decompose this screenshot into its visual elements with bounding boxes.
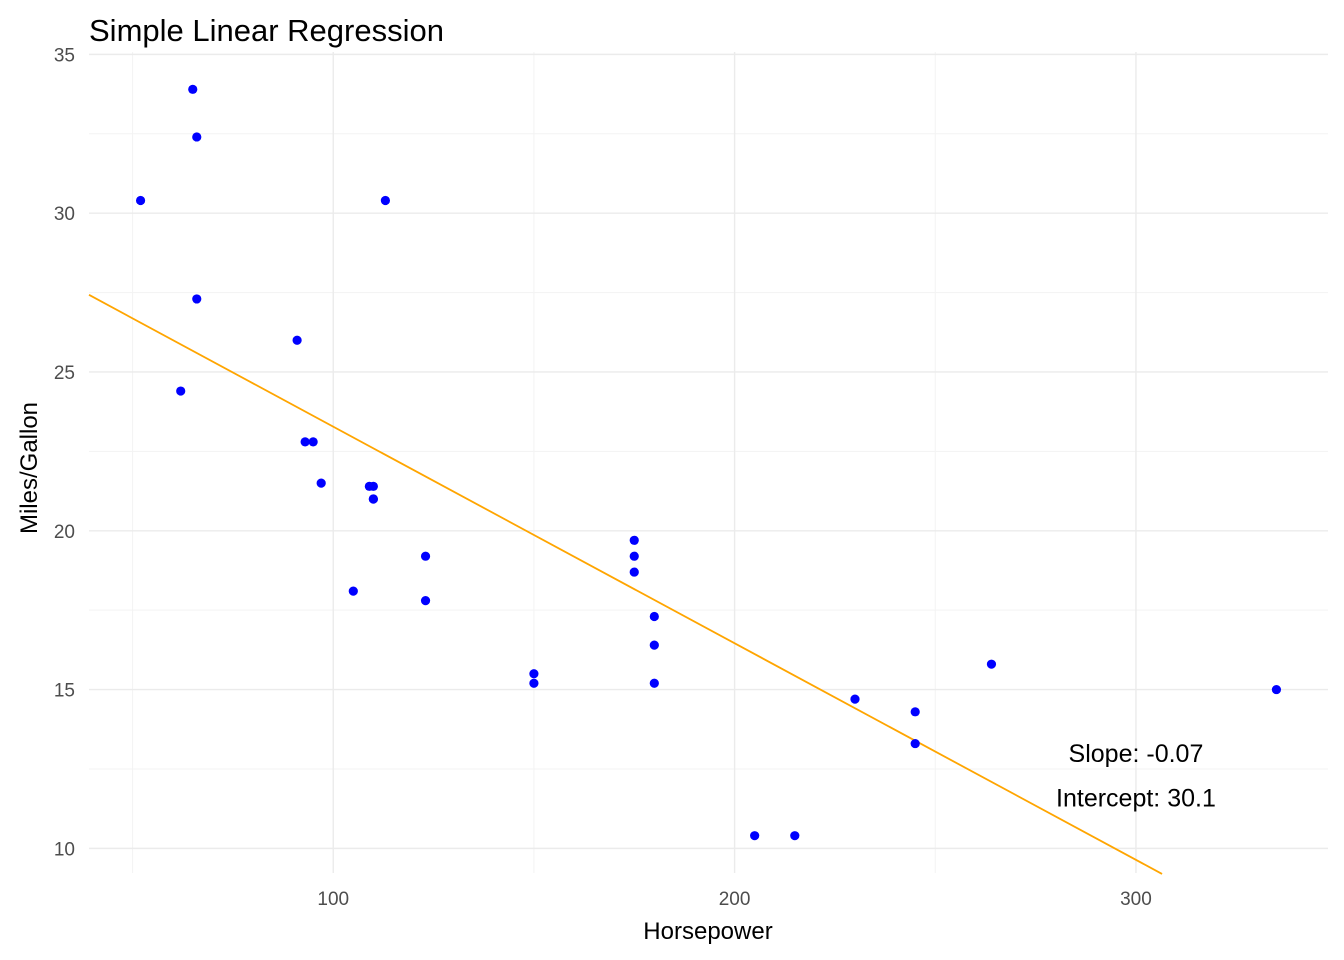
data-point (629, 535, 639, 545)
data-points (135, 84, 1282, 841)
data-point (192, 294, 202, 304)
data-point (420, 551, 431, 561)
data-point (986, 659, 997, 669)
x-tick-label: 200 (719, 889, 751, 910)
data-point (368, 494, 378, 504)
data-point (380, 195, 391, 206)
annotations: Slope: -0.07 Intercept: 30.1 (1056, 740, 1216, 812)
tick-labels: 100 200 300 10 15 20 25 30 35 (54, 45, 1152, 910)
data-point (364, 481, 374, 491)
data-point (629, 567, 639, 577)
y-tick-label: 30 (54, 204, 75, 225)
minor-gridlines (89, 52, 1328, 873)
data-point (750, 831, 760, 841)
data-point (649, 640, 659, 650)
regression-line (88, 294, 1163, 875)
data-point (316, 478, 326, 488)
data-point (188, 84, 198, 94)
x-tick-label: 300 (1120, 889, 1152, 910)
plot-title: Simple Linear Regression (89, 13, 444, 48)
data-point (529, 678, 539, 688)
data-point (420, 596, 431, 606)
annotation-label: Slope: -0.07 (1069, 740, 1204, 768)
data-point (1271, 684, 1282, 695)
data-point (292, 335, 302, 345)
data-point (649, 611, 659, 622)
data-point (300, 437, 310, 447)
data-point (629, 551, 639, 561)
annotation-label: Intercept: 30.1 (1056, 785, 1216, 813)
y-axis-title: Miles/Gallon (16, 402, 43, 534)
data-point (529, 669, 539, 679)
x-tick-label: 100 (317, 889, 349, 910)
y-tick-label: 15 (54, 681, 75, 702)
data-point (348, 586, 358, 596)
regression-line-group (88, 294, 1163, 875)
data-point (308, 437, 318, 447)
data-point (910, 738, 920, 749)
data-point (135, 195, 146, 206)
y-tick-label: 35 (54, 45, 75, 66)
y-tick-label: 20 (54, 522, 75, 543)
major-gridlines (89, 52, 1328, 873)
data-point (192, 132, 202, 142)
data-point (649, 678, 659, 688)
y-tick-label: 10 (54, 839, 75, 860)
data-point (176, 386, 186, 396)
data-point (850, 694, 860, 704)
x-axis-title: Horsepower (643, 918, 772, 945)
data-point (910, 707, 920, 717)
data-point (790, 831, 800, 841)
y-tick-label: 25 (54, 363, 75, 384)
